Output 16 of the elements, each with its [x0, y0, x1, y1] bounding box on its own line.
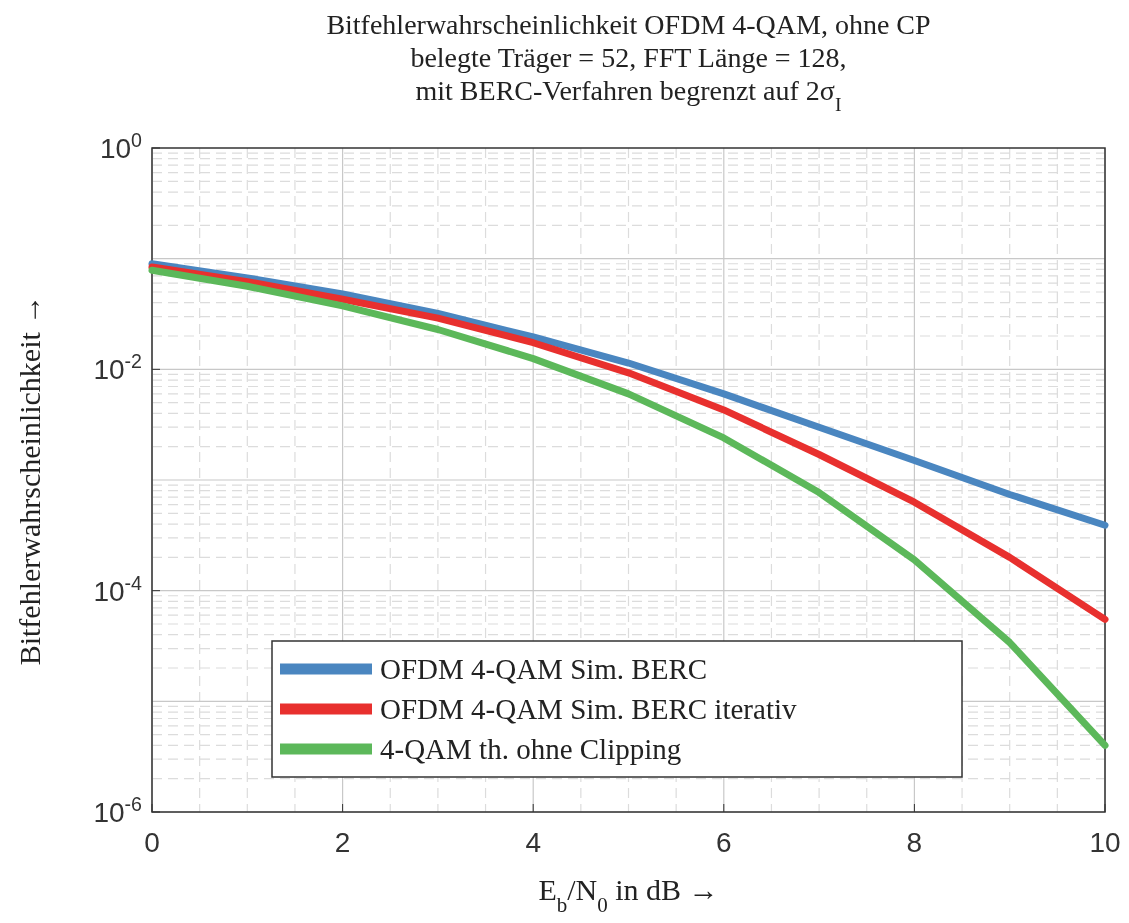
y-tick-label: 10$^{-2}$ — [93, 350, 142, 386]
chart-title: Bitfehlerwahrscheinlichkeit OFDM 4-QAM, ohne CP belegte Träger = 52, FFT Länge = 128, mit BERC-Verfahren begrenzt auf 2σ$_{I}$ — [326, 9, 931, 115]
x-tick-label: 8 — [906, 827, 923, 858]
x-axis-title: E$_{b}$/N$_{0}$ in dB → — [538, 873, 719, 917]
legend-label: OFDM 4-QAM Sim. BERC — [380, 653, 708, 685]
x-tick-label: 2 — [334, 827, 351, 858]
legend-label: OFDM 4-QAM Sim. BERC iterativ — [380, 693, 797, 725]
y-tick-label: 10$^{-6}$ — [93, 793, 143, 828]
x-tick-label: 4 — [525, 827, 541, 858]
legend-label: 4-QAM th. ohne Clipping — [380, 733, 682, 765]
x-tick-label: 6 — [716, 827, 732, 858]
y-tick-label: 10$^{0}$ — [99, 129, 143, 164]
x-tick-label: 0 — [144, 827, 160, 858]
y-tick-label: 10$^{-4}$ — [93, 571, 143, 607]
y-axis-title: Bitfehlerwahrscheinlichkeit → — [13, 294, 46, 666]
x-tick-label: 10 — [1089, 827, 1121, 858]
